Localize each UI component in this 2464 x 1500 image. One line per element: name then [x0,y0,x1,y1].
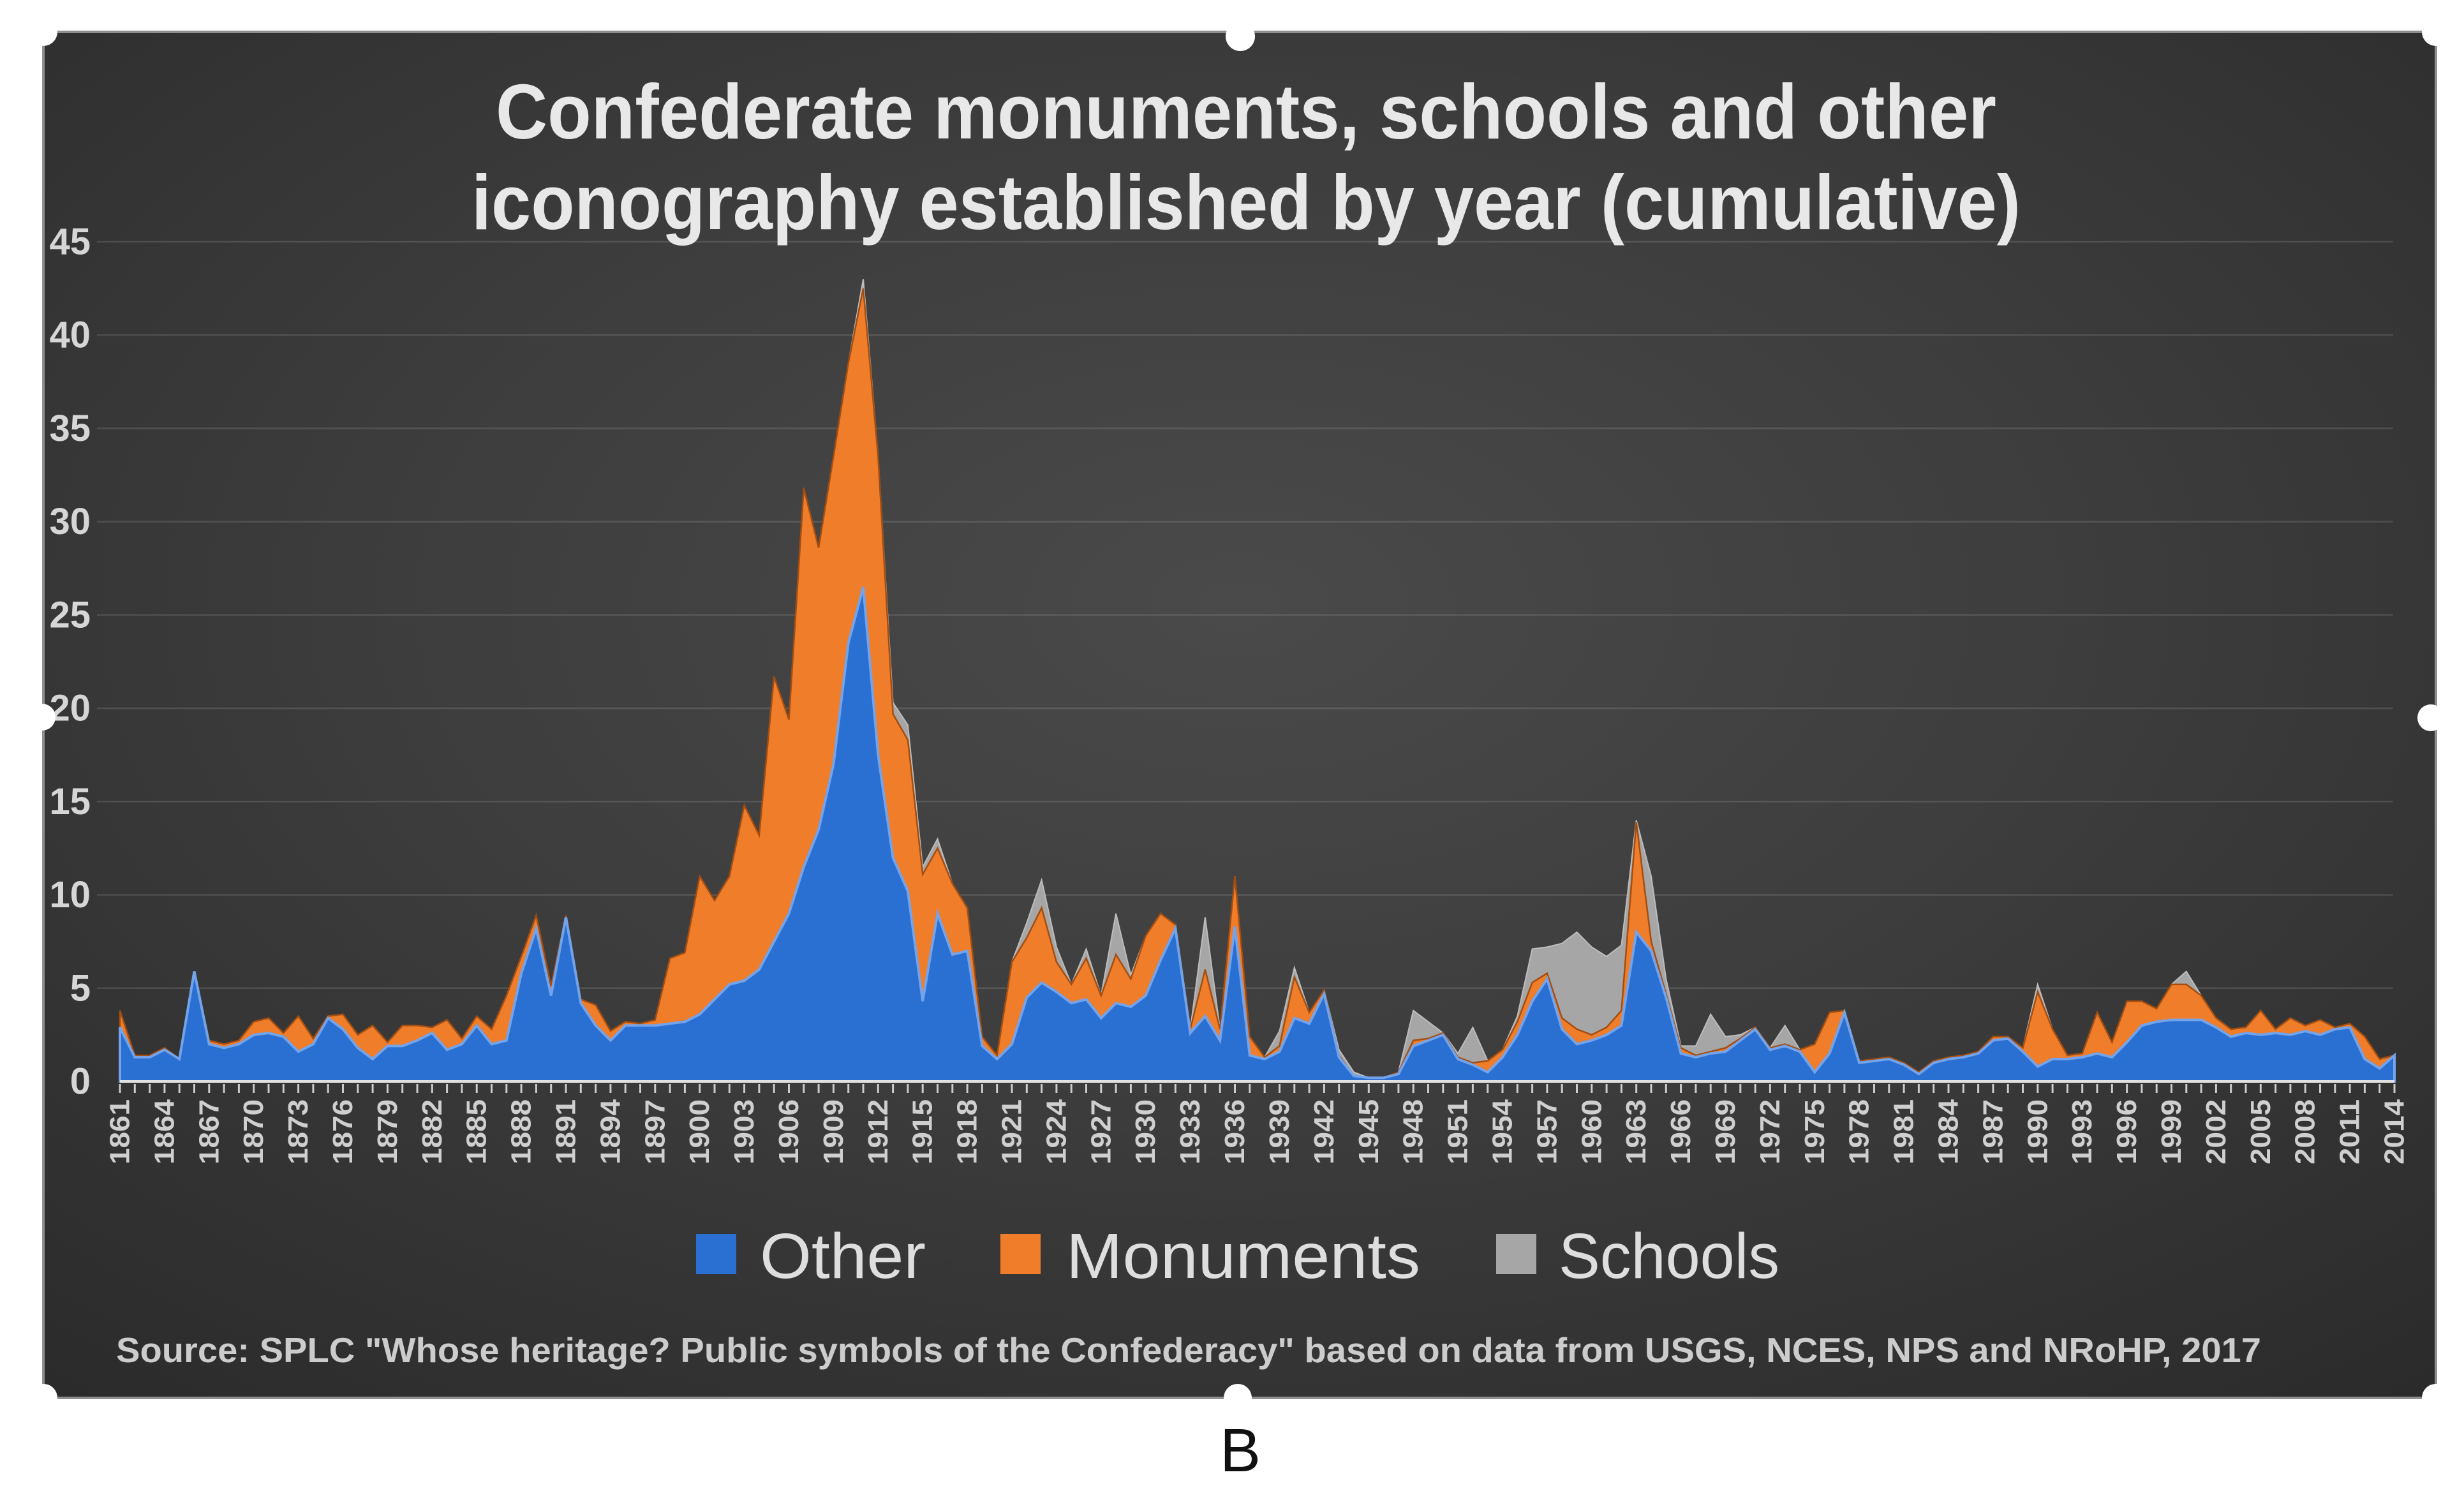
svg-text:1936: 1936 [1219,1099,1251,1164]
svg-text:1966: 1966 [1665,1099,1696,1164]
svg-text:1921: 1921 [997,1099,1028,1164]
svg-text:1948: 1948 [1398,1099,1429,1164]
svg-text:2011: 2011 [2334,1099,2366,1164]
svg-text:1891: 1891 [551,1099,582,1164]
svg-text:1909: 1909 [818,1099,849,1164]
svg-text:1879: 1879 [372,1099,403,1164]
svg-text:1945: 1945 [1353,1099,1384,1164]
svg-text:1999: 1999 [2156,1099,2187,1164]
svg-text:2005: 2005 [2245,1099,2276,1164]
svg-text:5: 5 [70,967,91,1009]
svg-text:2002: 2002 [2201,1099,2232,1164]
svg-text:1903: 1903 [729,1099,760,1164]
svg-text:1888: 1888 [506,1099,537,1164]
svg-text:1939: 1939 [1264,1099,1295,1164]
svg-text:1942: 1942 [1309,1099,1340,1164]
svg-text:1993: 1993 [2067,1099,2098,1164]
svg-text:1996: 1996 [2111,1099,2142,1164]
svg-text:1978: 1978 [1844,1099,1875,1164]
svg-text:1900: 1900 [684,1099,715,1164]
svg-text:1927: 1927 [1085,1099,1117,1164]
svg-text:1954: 1954 [1487,1099,1518,1164]
svg-text:1987: 1987 [1977,1099,2008,1164]
svg-text:1984: 1984 [1933,1099,1964,1164]
svg-text:1975: 1975 [1799,1099,1830,1164]
svg-text:45: 45 [49,221,91,263]
svg-text:1861: 1861 [105,1099,136,1164]
svg-text:15: 15 [49,781,91,822]
svg-text:30: 30 [49,501,91,542]
svg-text:1990: 1990 [2022,1099,2053,1164]
svg-text:1915: 1915 [907,1099,939,1164]
svg-text:1963: 1963 [1621,1099,1652,1164]
svg-text:1885: 1885 [461,1099,493,1164]
svg-text:1882: 1882 [417,1099,448,1164]
svg-text:2014: 2014 [2379,1099,2410,1164]
svg-text:Schools: Schools [1559,1221,1779,1292]
svg-text:Source: SPLC "Whose heritage?: Source: SPLC "Whose heritage? Public sym… [116,1330,2261,1370]
svg-text:1969: 1969 [1710,1099,1741,1164]
svg-text:25: 25 [49,594,91,635]
svg-text:1912: 1912 [863,1099,894,1164]
svg-text:Monuments: Monuments [1066,1221,1420,1292]
svg-text:1960: 1960 [1576,1099,1607,1164]
svg-text:1957: 1957 [1531,1099,1562,1164]
svg-text:1897: 1897 [639,1099,671,1164]
svg-text:1876: 1876 [327,1099,359,1164]
svg-text:1906: 1906 [773,1099,805,1164]
svg-text:1924: 1924 [1041,1099,1072,1164]
svg-text:20: 20 [49,688,91,729]
svg-text:1951: 1951 [1443,1099,1474,1164]
svg-text:40: 40 [49,315,91,356]
svg-text:1933: 1933 [1175,1099,1206,1164]
svg-text:1864: 1864 [149,1099,180,1164]
svg-text:2008: 2008 [2290,1099,2321,1164]
svg-text:1870: 1870 [238,1099,269,1164]
svg-text:1981: 1981 [1889,1099,1920,1164]
svg-text:1873: 1873 [283,1099,314,1164]
svg-text:1867: 1867 [193,1099,225,1164]
svg-text:iconography established by yea: iconography established by year (cumulat… [471,159,2021,246]
svg-text:0: 0 [70,1061,91,1103]
svg-text:1894: 1894 [595,1099,626,1164]
svg-text:1930: 1930 [1130,1099,1161,1164]
svg-text:B: B [1220,1416,1261,1485]
svg-text:Confederate monuments, schools: Confederate monuments, schools and other [496,68,1996,155]
svg-text:10: 10 [49,874,91,916]
svg-text:1972: 1972 [1755,1099,1786,1164]
svg-text:1918: 1918 [952,1099,983,1164]
svg-text:Other: Other [760,1221,926,1292]
svg-text:35: 35 [49,408,91,449]
